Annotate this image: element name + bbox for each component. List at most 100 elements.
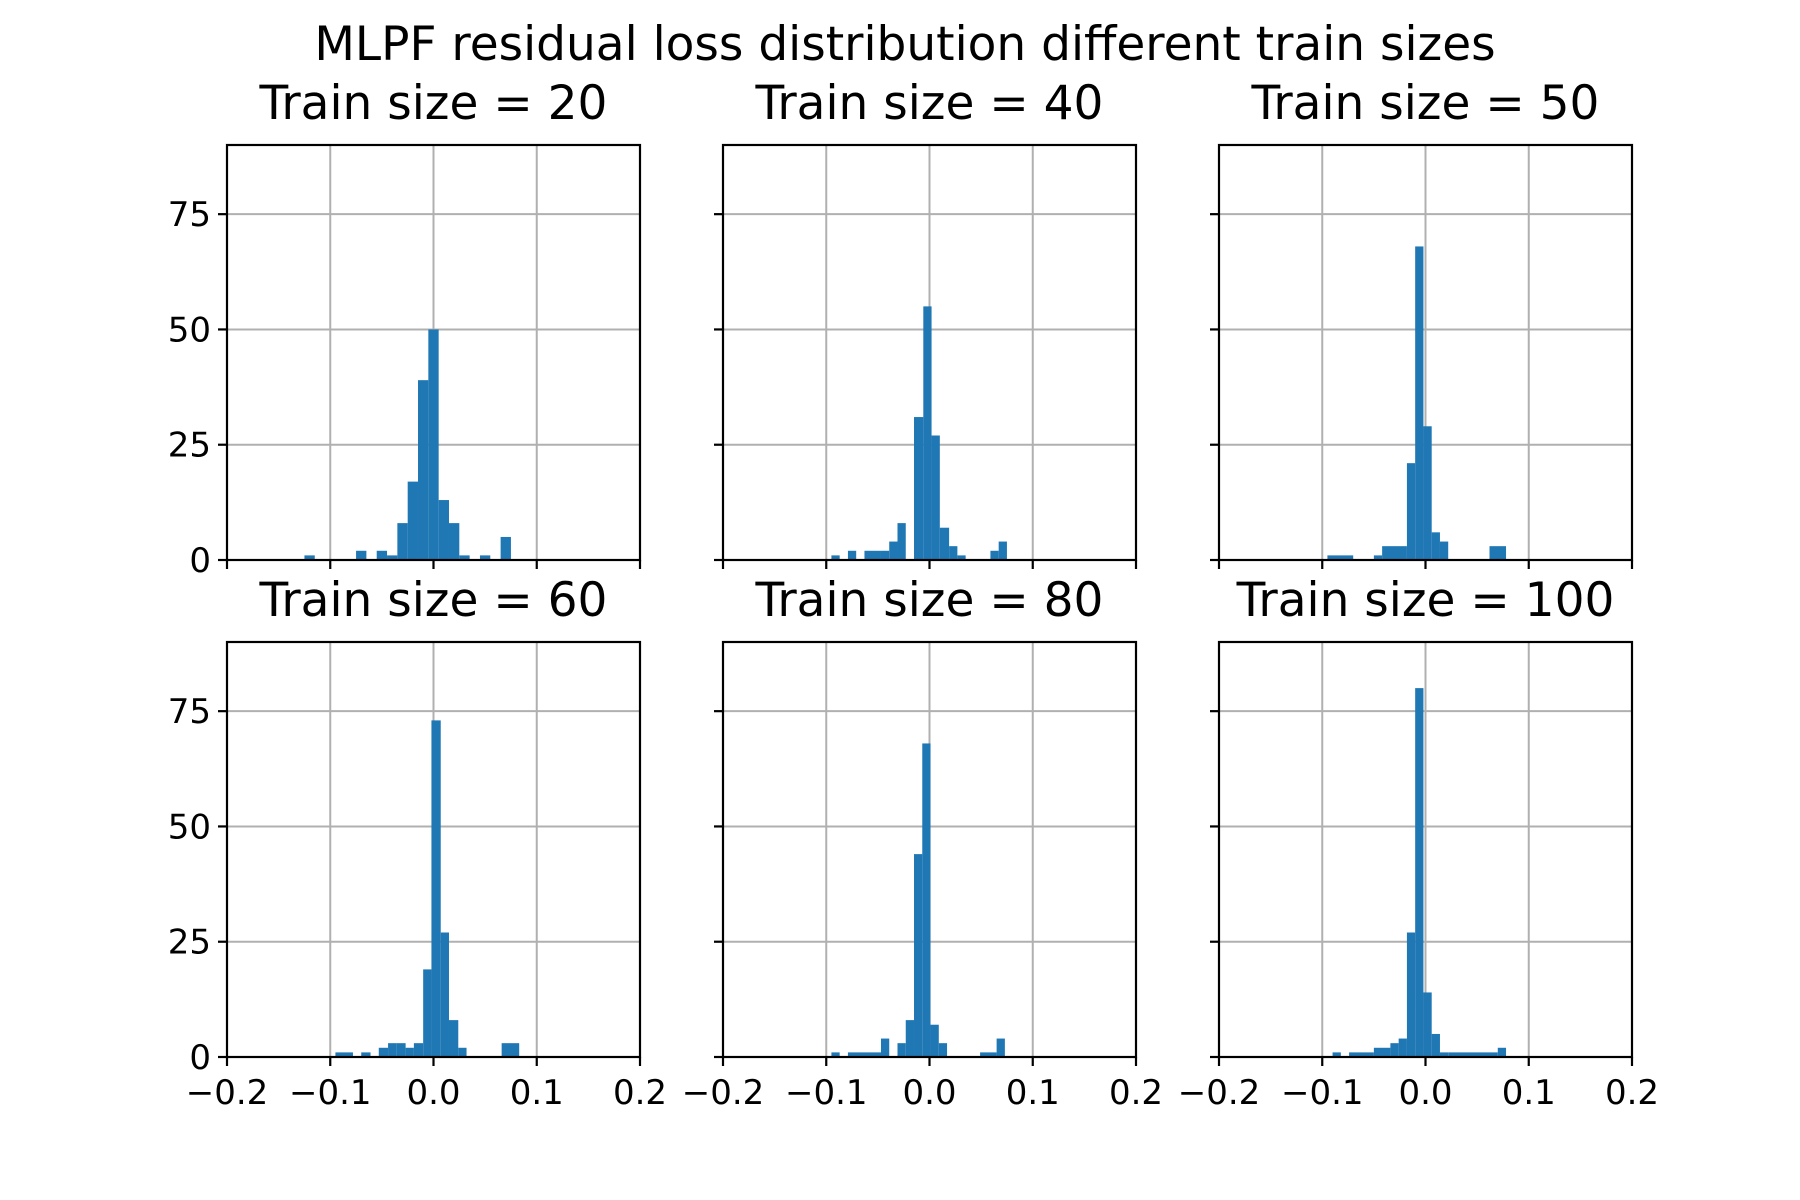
panel-title: Train size = 20	[259, 76, 608, 131]
histogram-bar	[864, 550, 881, 560]
histogram-bar	[914, 417, 924, 560]
histogram-bar	[831, 555, 840, 560]
histogram-bar	[897, 1043, 906, 1057]
x-tick-label: −0.1	[289, 1073, 372, 1113]
panel-title: Train size = 100	[1236, 573, 1615, 628]
histogram-bar	[1439, 1052, 1449, 1057]
histogram-bar	[388, 1043, 397, 1057]
histogram-bar	[1497, 1047, 1507, 1057]
histogram-bar	[356, 550, 367, 560]
histogram-bar	[922, 743, 931, 1057]
histogram-bar	[831, 1052, 840, 1057]
histogram-bar	[1423, 426, 1432, 560]
y-tick-label: 25	[168, 426, 211, 466]
y-tick-label: 25	[168, 923, 211, 963]
histogram-bar	[996, 1038, 1005, 1057]
panel-title: Train size = 50	[1251, 76, 1600, 131]
x-tick-label: 0.2	[1605, 1073, 1659, 1113]
histogram-bar	[1415, 688, 1424, 1057]
histogram-bar	[397, 523, 408, 560]
histogram-bar	[1373, 555, 1383, 560]
histogram-bar	[847, 550, 857, 560]
histogram-bar	[998, 541, 1007, 560]
histogram-bar	[990, 550, 999, 560]
histogram-bar	[1382, 546, 1407, 560]
histogram-bar	[1423, 992, 1432, 1057]
histogram-bar	[1390, 1043, 1399, 1057]
histogram-bar	[939, 527, 950, 560]
x-tick-label: 0.0	[902, 1073, 956, 1113]
histogram-bar	[949, 546, 958, 560]
histogram-bar	[914, 854, 923, 1057]
x-tick-label: −0.2	[186, 1073, 269, 1113]
histogram-bar	[428, 329, 439, 560]
y-tick-label: 75	[168, 692, 211, 732]
panel-title: Train size = 40	[755, 76, 1104, 131]
x-tick-label: −0.2	[1178, 1073, 1261, 1113]
histogram-bar	[423, 969, 432, 1057]
histogram-bar	[438, 500, 449, 560]
x-tick-label: −0.1	[1281, 1073, 1364, 1113]
x-tick-label: 0.1	[1502, 1073, 1556, 1113]
histogram-bar	[413, 1043, 424, 1057]
histogram-bar	[335, 1052, 353, 1057]
histogram-bar	[889, 541, 898, 560]
histogram-bar	[459, 555, 470, 560]
histogram-bar	[1327, 555, 1354, 560]
y-tick-label: 50	[168, 310, 211, 350]
histogram-bar	[387, 555, 398, 560]
panel-2: Train size = 40	[714, 76, 1138, 569]
x-tick-label: 0.1	[1006, 1073, 1060, 1113]
histogram-bar	[1398, 1038, 1407, 1057]
histogram-bar	[1439, 541, 1449, 560]
histogram-bar	[479, 555, 491, 560]
histogram-bar	[905, 1020, 915, 1057]
figure-title: MLPF residual loss distribution differen…	[314, 17, 1495, 72]
panel-4: Train size = 60 −0.2 −0.1 0.0 0.1 0.2 0 25 50 75	[168, 573, 667, 1113]
histogram-bar	[458, 1047, 467, 1057]
histogram-bar	[1431, 1033, 1440, 1057]
histogram-bar	[880, 1038, 890, 1057]
x-tick-label: −0.2	[682, 1073, 765, 1113]
histogram-bar	[448, 523, 460, 560]
panel-3: Train size = 50	[1210, 76, 1634, 569]
histogram-bar	[1406, 463, 1416, 560]
x-tick-label: 0.0	[406, 1073, 460, 1113]
histogram-bar	[1373, 1047, 1391, 1057]
histogram-bar	[431, 720, 441, 1057]
panel-1: Train size = 20 0 25 50 75	[168, 76, 642, 581]
histogram-bar	[376, 550, 388, 560]
histogram-bar	[957, 555, 966, 560]
panel-title: Train size = 60	[259, 573, 608, 628]
panel-6: Train size = 100 −0.2 −0.1 0.0 0.1 0.2	[1178, 573, 1659, 1113]
histogram-bar	[378, 1047, 389, 1057]
histogram-bar	[448, 1020, 459, 1057]
histogram-bar	[501, 1043, 520, 1057]
histogram-bar	[1431, 532, 1440, 560]
histogram-bar	[980, 1052, 997, 1057]
histogram-bar	[304, 555, 315, 560]
x-tick-label: 0.2	[1109, 1073, 1163, 1113]
x-tick-label: −0.1	[785, 1073, 868, 1113]
panels-layer: Train size = 20 0 25 50 75 Train size = 40 Tra…	[168, 76, 1659, 1113]
histogram-bar	[923, 306, 932, 560]
histogram-bar	[440, 932, 449, 1057]
histogram-bar	[500, 536, 511, 560]
panel-5: Train size = 80 −0.2 −0.1 0.0 0.1 0.2	[682, 573, 1163, 1113]
histogram-bar	[405, 1047, 414, 1057]
x-tick-label: 0.2	[613, 1073, 667, 1113]
histogram-bar	[880, 550, 890, 560]
histogram-bar	[1349, 1052, 1374, 1057]
panel-title: Train size = 80	[755, 573, 1104, 628]
histogram-bar	[361, 1052, 371, 1057]
y-tick-label: 0	[189, 541, 211, 581]
histogram-bar	[1448, 1052, 1498, 1057]
histogram-bar	[1415, 246, 1424, 560]
x-tick-label: 0.1	[510, 1073, 564, 1113]
histogram-bar	[418, 380, 429, 560]
histogram-bar	[1489, 546, 1507, 560]
histogram-bar	[931, 435, 940, 560]
histogram-bar	[897, 523, 906, 560]
x-tick-label: 0.0	[1398, 1073, 1452, 1113]
